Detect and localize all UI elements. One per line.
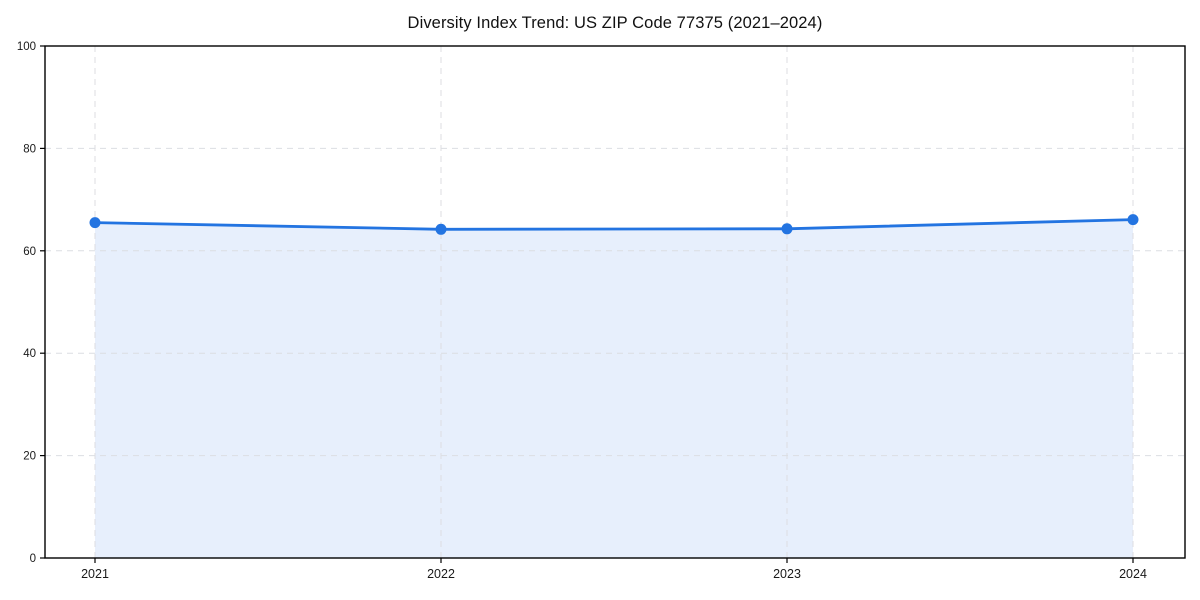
area-fill (95, 219, 1133, 558)
plot-border (44, 45, 1186, 559)
trend-line (93, 218, 1135, 231)
y-axis-tick-label: 80 (23, 143, 36, 155)
data-point-marker (89, 217, 101, 229)
data-point-marker (435, 223, 447, 235)
y-axis-tick-label: 20 (23, 451, 36, 463)
x-axis-tick-label: 2023 (773, 567, 801, 581)
y-axis-tick-label: 100 (17, 41, 36, 53)
y-axis-tick-label: 0 (30, 553, 36, 565)
chart-title: Diversity Index Trend: US ZIP Code 77375… (407, 14, 823, 32)
x-axis-tick-label: 2022 (427, 567, 455, 581)
y-axis-tick-label: 60 (23, 246, 36, 258)
x-axis-tick-label: 2024 (1119, 567, 1147, 581)
x-axis-tick-label: 2021 (81, 567, 109, 581)
y-axis-tick-label: 40 (23, 348, 36, 360)
data-point-marker (1127, 214, 1139, 226)
data-point-marker (781, 223, 793, 235)
